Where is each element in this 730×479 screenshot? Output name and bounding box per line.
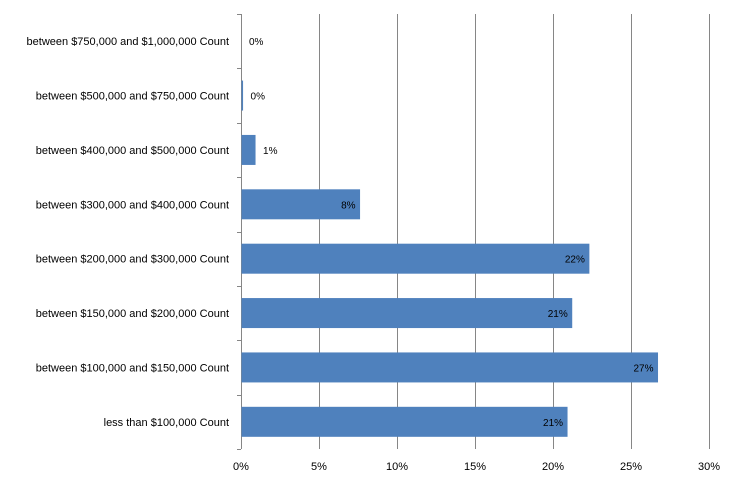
bar [241, 298, 573, 329]
bars [241, 80, 659, 437]
category-label: between $200,000 and $300,000 Count [36, 254, 229, 266]
data-label: 0% [251, 92, 266, 103]
category-labels: between $750,000 and $1,000,000 Count bet… [27, 36, 229, 429]
category-label: between $100,000 and $150,000 Count [36, 362, 229, 374]
x-tick-label: 20% [542, 461, 564, 473]
bar [241, 243, 590, 274]
bar [241, 80, 244, 111]
bar [241, 406, 568, 437]
x-tick-label: 0% [233, 461, 249, 473]
x-tick-label: 25% [620, 461, 642, 473]
data-label: 21% [548, 309, 568, 320]
category-label: between $400,000 and $500,000 Count [36, 145, 229, 157]
data-label: 27% [634, 363, 654, 374]
category-label: between $500,000 and $750,000 Count [36, 91, 229, 103]
data-labels: 0% 0% 1% 8% 22% 21% 27% 21% [249, 37, 654, 429]
bar [241, 134, 256, 165]
category-label: less than $100,000 Count [104, 417, 229, 429]
bar [241, 189, 361, 220]
x-tick-label: 15% [464, 461, 486, 473]
data-label: 1% [263, 146, 278, 157]
grid-lines [237, 14, 710, 450]
data-label: 22% [565, 255, 585, 266]
x-axis-tick-labels: 0% 5% 10% 15% 20% 25% 30% [233, 461, 720, 473]
category-label: between $300,000 and $400,000 Count [36, 199, 229, 211]
x-tick-label: 30% [698, 461, 720, 473]
data-label: 21% [543, 418, 563, 429]
category-label: between $750,000 and $1,000,000 Count [27, 36, 229, 48]
x-tick-label: 10% [386, 461, 408, 473]
category-label: between $150,000 and $200,000 Count [36, 308, 229, 320]
data-label: 8% [341, 200, 356, 211]
bar [241, 352, 659, 383]
data-label: 0% [249, 37, 264, 48]
x-tick-label: 5% [311, 461, 327, 473]
